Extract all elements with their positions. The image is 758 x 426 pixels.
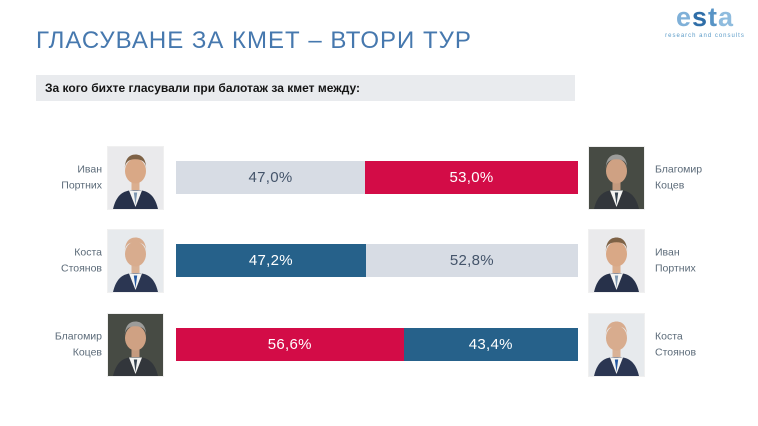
candidate-last-name: Портних: [655, 263, 696, 275]
candidate-first-name: Благомир: [655, 163, 703, 176]
bar-segment-left: 47,0%: [176, 161, 365, 194]
result-bar: 47,2% 52,8%: [176, 244, 578, 277]
bar-segment-right: 43,4%: [403, 328, 578, 361]
bar-segment-left: 56,6%: [176, 328, 404, 361]
candidate-last-name: Стоянов: [60, 263, 102, 275]
result-bar: 47,0% 53,0%: [176, 161, 578, 194]
logo-tagline: research and consults: [665, 33, 745, 39]
percent-label: 47,0%: [248, 169, 293, 186]
percent-label: 47,2%: [248, 252, 293, 269]
percent-label: 52,8%: [449, 252, 494, 269]
candidate-name-right: Иван Портних: [655, 245, 750, 278]
matchup-row-stoyanov-vs-portnih: Коста Стоянов 47,2% 52,8% Иван Портних: [0, 230, 758, 292]
candidate-photo-kotsev: [589, 147, 644, 209]
candidate-photo-portnih: [108, 147, 163, 209]
percent-label: 56,6%: [267, 336, 312, 353]
candidate-last-name: Стоянов: [655, 347, 697, 359]
logo-letter: a: [718, 2, 735, 32]
esta-logo: esta research and consults: [662, 4, 748, 40]
candidate-last-name: Коцев: [655, 180, 685, 192]
result-bar: 56,6% 43,4%: [176, 328, 578, 361]
candidate-first-name: Коста: [655, 330, 683, 343]
candidate-photo-kotsev: [108, 314, 163, 376]
bar-segment-right: 53,0%: [364, 161, 578, 194]
candidate-name-left: Благомир Коцев: [18, 329, 102, 362]
bar-segment-right: 52,8%: [365, 244, 578, 277]
candidate-first-name: Коста: [74, 246, 102, 259]
candidate-name-left: Коста Стоянов: [18, 245, 102, 278]
logo-letter: t: [708, 2, 718, 32]
candidate-photo-portnih: [589, 230, 644, 292]
candidate-name-left: Иван Портних: [18, 162, 102, 195]
matchup-row-kotsev-vs-stoyanov: Благомир Коцев 56,6% 43,4% Коста Стоянов: [0, 314, 758, 376]
matchup-row-portnih-vs-kotsev: Иван Портних 47,0% 53,0% Благомир Коцев: [0, 147, 758, 209]
candidate-last-name: Коцев: [72, 347, 102, 359]
candidate-name-right: Коста Стоянов: [655, 329, 750, 362]
candidate-name-right: Благомир Коцев: [655, 162, 750, 195]
candidate-first-name: Благомир: [54, 330, 102, 343]
bar-segment-left: 47,2%: [176, 244, 366, 277]
survey-question-text: За кого бихте гласували при балотаж за к…: [45, 81, 360, 95]
candidate-first-name: Иван: [655, 246, 680, 259]
candidate-first-name: Иван: [77, 163, 102, 176]
page-title: ГЛАСУВАНЕ ЗА КМЕТ – ВТОРИ ТУР: [36, 27, 472, 54]
logo-letter: e: [675, 2, 692, 32]
percent-label: 53,0%: [449, 169, 494, 186]
candidate-photo-stoyanov: [108, 230, 163, 292]
survey-question-banner: За кого бихте гласували при балотаж за к…: [36, 75, 575, 101]
esta-logo-wordmark: esta: [662, 4, 748, 31]
logo-letter: s: [691, 2, 709, 32]
percent-label: 43,4%: [468, 336, 513, 353]
candidate-last-name: Портних: [61, 180, 102, 192]
candidate-photo-stoyanov: [589, 314, 644, 376]
